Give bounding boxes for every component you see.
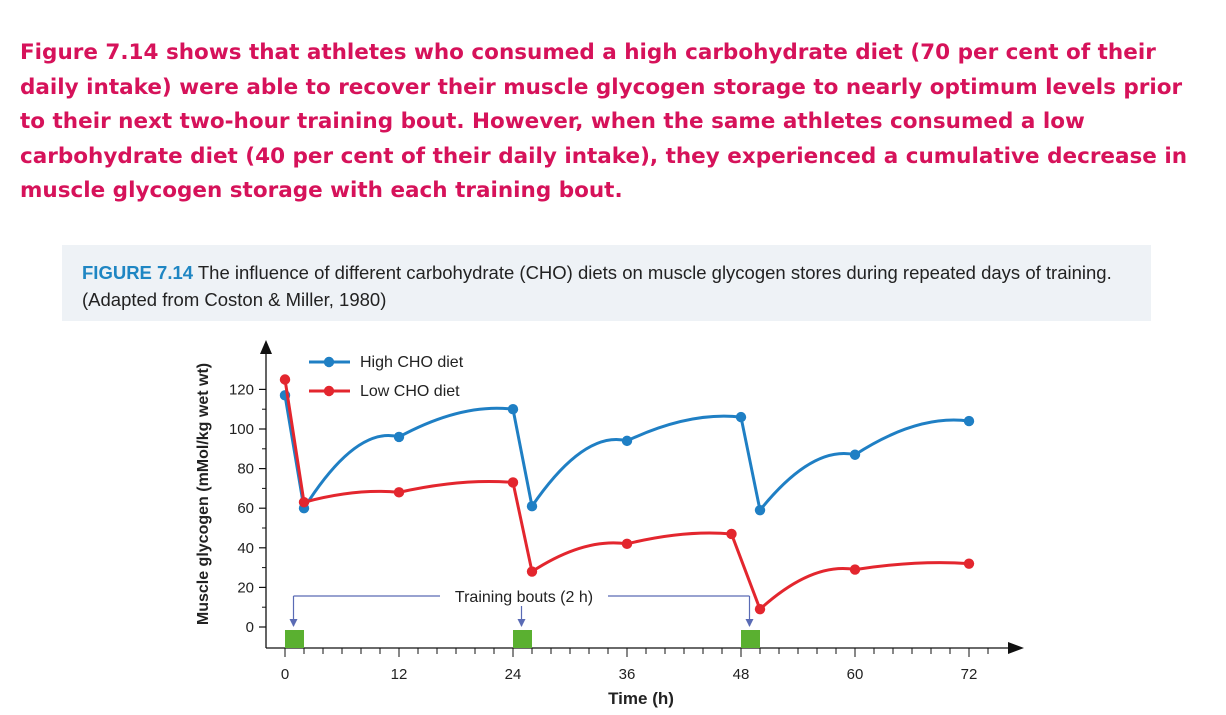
y-axis-arrow [260,340,272,354]
low-cho-diet-point [963,558,975,569]
y-tick-label: 0 [246,619,254,636]
figure-caption-box: FIGURE 7.14 The influence of different c… [62,245,1151,321]
figure-caption-text: The influence of different carbohydrate … [82,262,1112,310]
y-tick-label: 120 [229,381,254,398]
low-cho-diet-point [621,538,633,550]
y-tick-label: 80 [237,461,254,478]
high-cho-diet-point [963,415,975,427]
x-tick-label: 0 [281,666,289,683]
high-cho-diet-point [393,431,405,443]
training-annotation: Training bouts (2 h) [289,589,754,627]
annotation-label: Training bouts (2 h) [455,589,593,606]
x-tick-label: 24 [505,666,522,683]
x-tick-label: 36 [619,666,636,683]
y-tick-label: 100 [229,421,254,438]
figure-number: FIGURE 7.14 [82,262,194,283]
training-bout-block [741,630,760,648]
training-bout-block [285,630,304,648]
y-tick-label: 20 [237,579,254,596]
low-cho-diet-point [849,564,861,575]
high-cho-diet-point [754,504,766,516]
low-cho-diet-point [726,528,737,540]
high-cho-diet-point [621,435,633,447]
high-cho-diet-point [849,449,861,460]
y-axis-label: Muscle glycogen (mMol/kg wet wt) [195,363,212,625]
x-tick-label: 12 [391,666,408,683]
high-cho-diet-point [526,501,538,512]
x-tick-label: 48 [733,666,750,683]
low-cho-diet-point [507,477,519,488]
low-cho-diet-point [393,487,405,498]
low-cho-diet-point [754,603,766,615]
low-cho-diet-line [283,379,970,611]
chart-series [279,374,975,615]
x-axis-label: Time (h) [608,689,674,708]
training-bouts [285,630,760,648]
x-tick-label: 72 [961,666,978,683]
x-tick-label: 60 [847,666,864,683]
high-cho-diet-legend-label: High CHO diet [360,354,464,371]
intro-paragraph: Figure 7.14 shows that athletes who cons… [20,40,1188,203]
y-tick-label: 60 [237,500,254,517]
low-cho-diet-point [279,374,291,385]
low-cho-diet-legend-label: Low CHO diet [360,383,460,400]
high-cho-diet-point [735,411,747,423]
low-cho-diet-point [298,497,310,508]
chart-axes: 0 20 40 60 80 100 120 0 12 24 36 48 60 72 [229,340,1024,683]
x-axis-arrow [1008,642,1024,654]
high-cho-diet-point [507,404,519,415]
high-cho-diet-legend-marker [323,356,335,368]
low-cho-diet-legend-marker [323,385,335,397]
figure-caption: FIGURE 7.14 The influence of different c… [82,259,1122,313]
y-tick-label: 40 [237,540,254,557]
training-bout-block [513,630,532,648]
chart-legend: High CHO diet Low CHO diet [309,354,464,400]
low-cho-diet-point [526,566,538,577]
